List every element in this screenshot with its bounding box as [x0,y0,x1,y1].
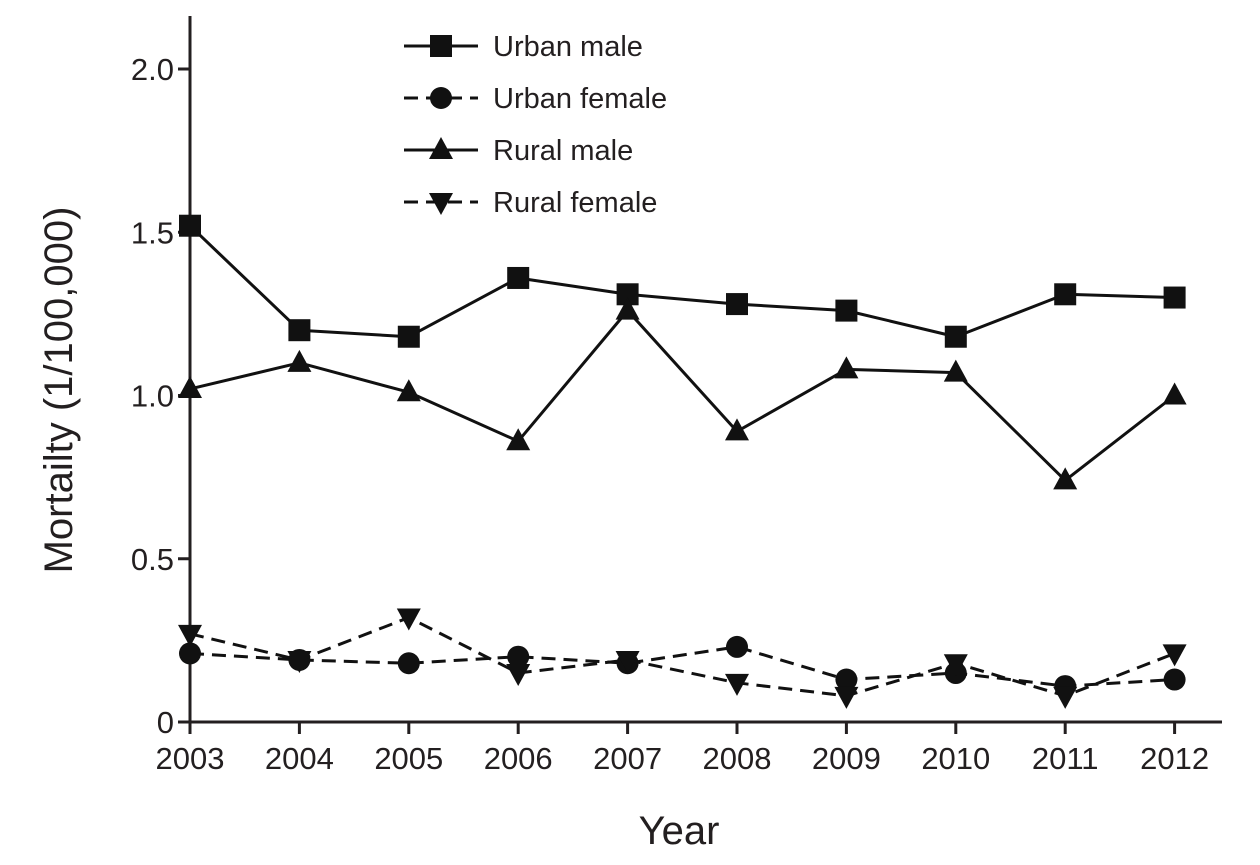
legend: Urban male Urban female Rural male Rural fe… [404,31,667,219]
legend-item-rural-female: Rural female [404,187,657,219]
data-point-rural-male [1162,382,1187,405]
data-point-rural-male [615,297,640,320]
series-line-urban-male [188,224,1175,339]
series-layer [178,214,1187,709]
data-point-rural-male [943,359,968,382]
x-tick-label: 2004 [265,741,334,776]
data-point-rural-female [178,624,202,647]
x-tick-label: 2010 [921,741,990,776]
y-tick-label: 1.5 [131,215,174,250]
legend-marker-rural-female [429,193,453,215]
legend-item-urban-female: Urban female [404,83,667,115]
data-point-rural-male [725,418,749,441]
legend-marker-rural-male [429,137,453,159]
x-axis-ticks: 2003 2004 2005 2006 2007 2008 2009 2010 2011 2012 [156,722,1209,776]
data-point-rural-female [725,673,749,696]
data-point-rural-female [834,686,859,709]
x-axis-title: Year [639,809,720,853]
y-tick-label: 0.5 [131,542,174,577]
y-tick-label: 2.0 [131,52,174,87]
axes [188,16,1222,724]
y-axis-ticks: 0 0.5 1.0 1.5 2.0 [131,52,190,740]
data-point-urban-female [1163,668,1186,691]
data-point-urban-female [835,668,858,691]
data-point-urban-male [397,325,420,348]
legend-item-rural-male: Rural male [404,135,633,167]
data-point-rural-male [396,379,421,402]
x-tick-label: 2006 [484,741,553,776]
legend-marker-urban-male [430,35,452,57]
data-point-urban-female [726,635,748,658]
data-point-urban-male [616,283,639,306]
series-line-rural-female [189,616,1176,698]
data-point-urban-male [835,299,858,322]
data-point-rural-male [506,428,531,451]
data-point-rural-female [1053,686,1078,709]
x-tick-label: 2008 [703,741,772,776]
legend-label-urban-female: Urban female [493,83,667,115]
data-point-rural-female [506,664,531,687]
x-tick-label: 2007 [593,741,662,776]
data-point-urban-female [179,642,201,665]
data-point-rural-female [615,650,640,673]
x-tick-label: 2005 [374,741,443,776]
legend-label-urban-male: Urban male [493,31,643,63]
legend-label-rural-male: Rural male [493,135,633,167]
legend-label-rural-female: Rural female [493,187,657,219]
series-rural-male [178,297,1187,490]
data-point-urban-male [179,214,201,237]
data-point-urban-female [507,645,530,668]
series-line-rural-male [189,309,1176,482]
series-line-urban-female [189,645,1175,688]
data-point-rural-male [178,375,202,398]
data-point-rural-male [1053,467,1078,490]
x-tick-label: 2003 [156,741,225,776]
data-point-urban-male [944,325,967,348]
data-point-urban-female [397,652,420,675]
x-tick-label: 2011 [1032,741,1099,776]
data-point-urban-male [288,319,311,342]
data-point-urban-male [507,266,530,289]
x-tick-label: 2012 [1140,741,1209,776]
data-point-rural-female [287,650,312,673]
data-point-rural-female [1162,644,1187,667]
series-urban-male [179,214,1186,348]
data-point-urban-male [726,293,748,316]
y-tick-label: 1.0 [131,379,174,414]
y-tick-label: 0 [157,705,174,740]
legend-item-urban-male: Urban male [404,31,643,63]
y-axis-title: Mortailty (1/100,000) [37,207,81,574]
data-point-urban-male [1163,286,1186,309]
data-point-rural-male [287,349,312,372]
series-rural-female [178,608,1187,709]
x-tick-label: 2009 [812,741,881,776]
data-point-rural-female [943,654,968,677]
legend-marker-urban-female [430,87,452,109]
data-point-urban-male [1054,283,1077,306]
data-point-rural-male [834,356,859,379]
data-point-rural-female [396,608,421,631]
